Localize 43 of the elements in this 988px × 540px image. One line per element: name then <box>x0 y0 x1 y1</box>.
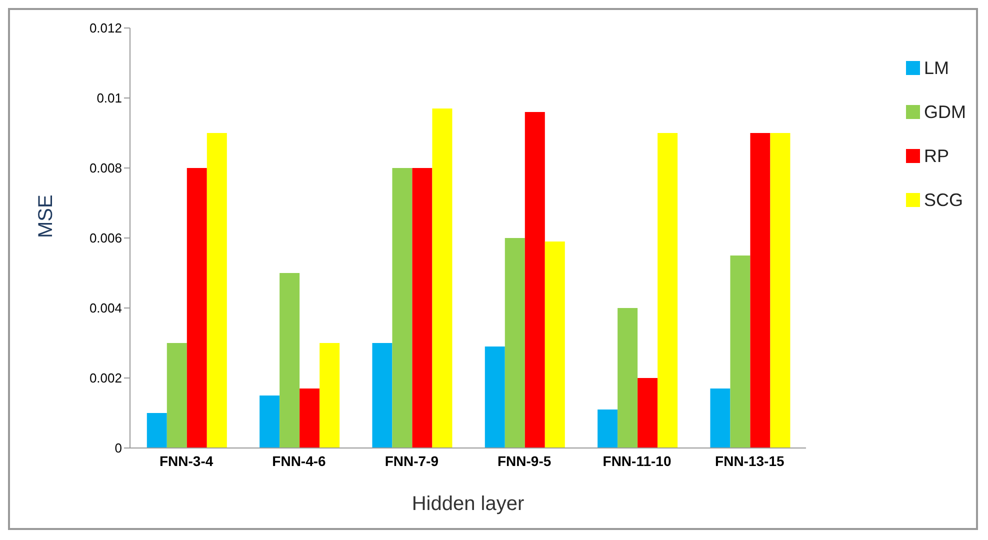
y-tick-label: 0.012 <box>89 20 122 36</box>
bar <box>412 168 432 448</box>
x-tick-label: FNN-7-9 <box>384 452 439 469</box>
bar <box>320 343 340 448</box>
bar <box>392 168 412 448</box>
x-tick-label: FNN-9-5 <box>497 452 552 469</box>
bar <box>524 112 545 448</box>
bar <box>206 133 227 448</box>
bar <box>186 168 207 448</box>
x-tick-label: FNN-13-15 <box>715 452 784 469</box>
x-axis-title: Hidden layer <box>412 493 524 515</box>
legend-label: RP <box>924 145 950 168</box>
bar <box>618 308 638 448</box>
bar <box>146 413 167 448</box>
bar <box>432 108 452 448</box>
x-tick-label: FNN-11-10 <box>602 452 672 469</box>
bar <box>300 388 320 448</box>
bar <box>730 256 750 448</box>
bar <box>710 388 730 448</box>
legend-label: GDM <box>924 101 966 124</box>
y-tick-label: 0.006 <box>89 230 122 246</box>
bar <box>598 410 618 448</box>
y-tick-label: 0 <box>114 440 122 456</box>
bar <box>658 133 678 448</box>
legend-label: SCG <box>924 189 964 212</box>
y-tick-label: 0.002 <box>89 370 122 386</box>
y-tick-label: 0.004 <box>89 300 122 316</box>
bar <box>260 396 280 448</box>
bar <box>770 133 790 448</box>
y-axis-title: MSE <box>35 194 58 238</box>
x-tick-label: FNN-3-4 <box>159 452 214 469</box>
bar <box>484 346 505 448</box>
legend-label: LM <box>924 57 950 80</box>
x-tick-label: FNN-4-6 <box>272 452 326 469</box>
bar <box>166 343 187 448</box>
bar <box>638 378 658 448</box>
bar <box>372 343 392 448</box>
bar <box>280 273 300 448</box>
bar <box>750 133 770 448</box>
y-tick-label: 0.01 <box>96 90 122 106</box>
y-tick-label: 0.008 <box>89 160 122 176</box>
bar <box>504 238 525 448</box>
bar <box>544 242 565 448</box>
